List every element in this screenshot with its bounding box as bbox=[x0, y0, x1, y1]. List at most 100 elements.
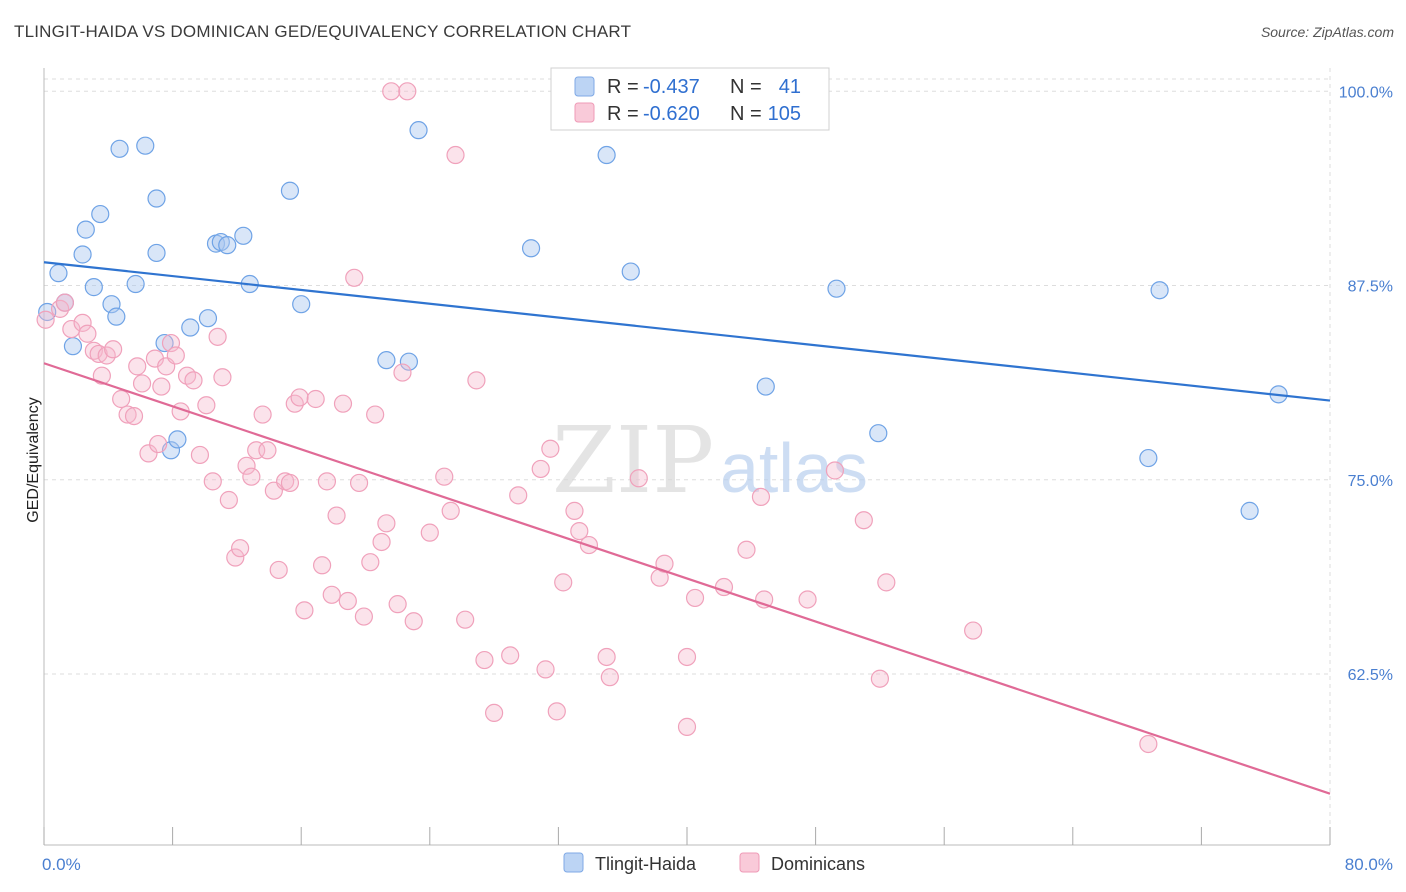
dominican-point-60 bbox=[382, 82, 401, 101]
tlingit-point-7 bbox=[91, 204, 110, 224]
tlingit-point-25 bbox=[280, 181, 300, 200]
tlingit-point-38 bbox=[1240, 501, 1259, 520]
dominican-point-73 bbox=[501, 646, 520, 665]
dominican-point-58 bbox=[372, 532, 391, 552]
dominican-point-100 bbox=[964, 621, 983, 640]
dominican-point-43 bbox=[285, 394, 304, 413]
dominican-point-75 bbox=[531, 459, 550, 479]
chart-title: TLINGIT-HAIDA VS DOMINICAN GED/EQUIVALEN… bbox=[14, 22, 632, 41]
dominican-point-96 bbox=[825, 461, 844, 480]
tlingit-point-23 bbox=[234, 226, 253, 245]
dominican-point-98 bbox=[870, 669, 890, 688]
dominican-point-50 bbox=[327, 506, 346, 525]
dominican-point-2 bbox=[55, 293, 74, 312]
tlingit-point-10 bbox=[110, 139, 129, 158]
dominican-point-10 bbox=[104, 340, 123, 359]
tlingit-point-15 bbox=[155, 333, 174, 353]
dominican-point-65 bbox=[420, 523, 439, 542]
tlingit-point-12 bbox=[136, 136, 155, 155]
dominican-point-57 bbox=[366, 405, 385, 424]
source-credit: Source: ZipAtlas.com bbox=[1260, 24, 1394, 40]
dominican-point-33 bbox=[231, 539, 250, 558]
tlingit-point-28 bbox=[399, 352, 419, 371]
bottom-legend-label-tlingit: Tlingit-Haida bbox=[595, 854, 697, 874]
bottom-legend-label-dominicans: Dominicans bbox=[771, 854, 865, 874]
dominican-point-22 bbox=[166, 346, 185, 365]
dominican-point-47 bbox=[312, 556, 332, 575]
y-tick-label-3: 62.5% bbox=[1348, 667, 1393, 684]
tlingit-point-13 bbox=[147, 243, 166, 263]
dominican-point-38 bbox=[258, 441, 277, 460]
x-tick-label-0: 0.0% bbox=[42, 855, 81, 874]
tlingit-point-4 bbox=[73, 245, 92, 264]
dominican-point-78 bbox=[547, 702, 566, 721]
dominican-point-62 bbox=[393, 363, 412, 382]
dominican-point-1 bbox=[50, 299, 70, 318]
dominican-point-29 bbox=[208, 327, 227, 346]
legend-n-value-2: 105 bbox=[768, 103, 801, 125]
dominican-point-56 bbox=[361, 553, 380, 572]
dominican-point-68 bbox=[446, 145, 465, 165]
dominican-point-77 bbox=[541, 439, 560, 458]
tlingit-point-1 bbox=[49, 264, 68, 283]
series-dominicans bbox=[36, 82, 1158, 754]
legend-swatch-pink bbox=[574, 102, 595, 123]
dominican-point-31 bbox=[219, 490, 238, 510]
legend-swatch-blue bbox=[574, 76, 595, 97]
dominican-point-80 bbox=[565, 501, 584, 520]
dominican-point-81 bbox=[570, 521, 589, 541]
dominican-point-11 bbox=[112, 389, 131, 409]
dominican-point-0 bbox=[36, 310, 55, 329]
tlingit-point-30 bbox=[521, 239, 541, 258]
correlation-legend: R = -0.437 N = 41 R = -0.620 N = 105 bbox=[550, 67, 830, 131]
dominican-point-37 bbox=[253, 405, 272, 424]
tlingit-point-29 bbox=[409, 121, 428, 140]
trend-line-tlingit bbox=[43, 261, 1331, 402]
dominican-point-49 bbox=[322, 585, 341, 604]
dominican-point-89 bbox=[677, 717, 697, 736]
watermark-zip: ZIP bbox=[552, 407, 714, 514]
tlingit-point-34 bbox=[827, 279, 846, 298]
dominican-point-4 bbox=[73, 313, 92, 332]
dominican-point-59 bbox=[377, 514, 396, 533]
dominican-point-70 bbox=[467, 371, 486, 390]
y-tick-label-0: 100.0% bbox=[1339, 84, 1393, 101]
tlingit-point-5 bbox=[76, 220, 95, 239]
dominican-point-87 bbox=[655, 554, 674, 573]
dominican-point-32 bbox=[226, 548, 245, 567]
dominican-point-44 bbox=[290, 388, 309, 407]
tlingit-point-22 bbox=[218, 236, 237, 255]
watermark-atlas: atlas bbox=[720, 429, 868, 507]
dominican-point-25 bbox=[184, 371, 203, 390]
bottom-legend-swatch-pink bbox=[739, 852, 760, 873]
y-axis-label: GED/Equivalency bbox=[25, 397, 42, 522]
bottom-legend-swatch-blue bbox=[563, 852, 584, 873]
dominican-point-14 bbox=[128, 357, 147, 376]
tlingit-point-26 bbox=[292, 295, 311, 314]
dominican-point-67 bbox=[441, 501, 460, 520]
tick-labels: 100.0% 87.5% 75.0% 62.5% 0.0% 80.0% bbox=[42, 84, 1393, 874]
dominican-point-53 bbox=[345, 268, 364, 287]
dominican-point-72 bbox=[485, 703, 504, 723]
dominican-point-18 bbox=[149, 434, 168, 454]
dominican-point-95 bbox=[798, 590, 817, 609]
series-tlingit-haida bbox=[38, 121, 1288, 520]
axes bbox=[43, 68, 1331, 846]
dominican-point-35 bbox=[242, 467, 261, 486]
tlingit-point-9 bbox=[107, 307, 126, 326]
dominican-point-83 bbox=[597, 647, 616, 667]
dominican-point-26 bbox=[190, 445, 210, 465]
y-tick-label-1: 87.5% bbox=[1348, 279, 1393, 296]
legend-r-label-2: R = bbox=[607, 103, 639, 125]
legend-box bbox=[550, 67, 830, 131]
x-tick-label-1: 80.0% bbox=[1345, 855, 1393, 874]
dominican-point-90 bbox=[685, 588, 705, 608]
series-legend: Tlingit-Haida Dominicans bbox=[563, 852, 865, 874]
dominican-point-46 bbox=[306, 389, 325, 409]
tlingit-point-27 bbox=[377, 351, 396, 370]
tlingit-point-11 bbox=[126, 274, 145, 294]
dominican-point-64 bbox=[404, 612, 423, 631]
tlingit-point-14 bbox=[147, 189, 166, 208]
dominican-point-61 bbox=[388, 595, 407, 614]
